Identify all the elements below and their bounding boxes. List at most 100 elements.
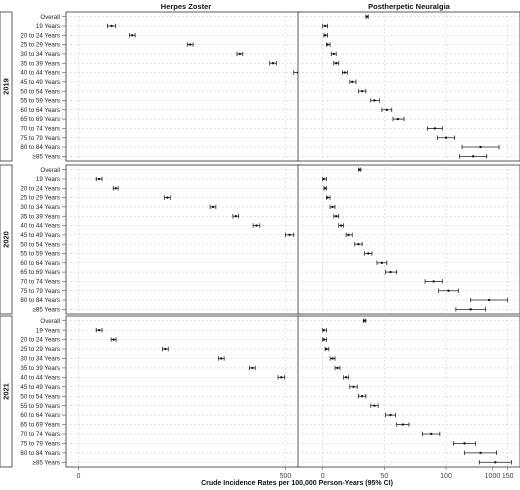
y-tick-label: 25 to 29 Years	[20, 195, 60, 202]
point-estimate	[433, 127, 437, 130]
y-tick-label: 55 to 59 Years	[20, 98, 60, 105]
x-axis-title: Crude Incidence Rates per 100,000 Person…	[201, 480, 393, 487]
point-estimate	[331, 205, 334, 209]
y-tick-label: 20 to 24 Years	[20, 32, 60, 39]
point-estimate	[351, 80, 354, 84]
panel-frame	[297, 315, 520, 468]
point-estimate	[326, 43, 329, 46]
y-tick-label: 80 to 84 Years	[20, 297, 60, 304]
point-estimate	[385, 108, 388, 111]
point-estimate	[322, 328, 326, 332]
point-estimate	[326, 196, 329, 199]
y-tick-label: 20 to 24 Years	[20, 337, 60, 344]
point-estimate	[357, 242, 360, 246]
point-estimate	[251, 366, 254, 370]
panel-frame	[297, 11, 520, 162]
x-tick-label: 0	[321, 473, 325, 480]
point-estimate	[447, 289, 450, 292]
y-tick-label: 65 to 69 Years	[20, 269, 60, 276]
point-estimate	[335, 215, 338, 218]
y-tick-label: 80 to 84 Years	[20, 450, 60, 457]
y-tick-label: 30 to 34 Years	[20, 356, 60, 363]
point-estimate	[373, 404, 376, 407]
y-tick-label: ≥85 Years	[33, 459, 60, 466]
point-estimate	[380, 261, 384, 264]
y-tick-label: 70 to 74 Years	[20, 279, 60, 286]
point-estimate	[347, 233, 350, 237]
y-tick-label: ≥85 Years	[33, 306, 60, 313]
point-estimate	[255, 224, 258, 227]
point-estimate	[360, 89, 364, 93]
x-tick-label: 50	[380, 473, 388, 480]
point-estimate	[323, 34, 327, 37]
panel-frame	[297, 164, 520, 315]
point-estimate	[211, 205, 215, 209]
facet-title-postherpetic-neuralgia: Postherpetic Neuralgia	[368, 2, 451, 11]
row-strip-label: 2020	[2, 231, 11, 248]
row-strip-label: 2019	[2, 78, 11, 95]
point-estimate	[220, 357, 223, 360]
y-tick-label: 70 to 74 Years	[20, 126, 60, 133]
point-estimate	[325, 347, 328, 351]
point-estimate	[238, 52, 242, 56]
point-estimate	[432, 280, 435, 283]
point-estimate	[336, 366, 339, 370]
y-tick-label: 35 to 39 Years	[20, 365, 60, 372]
y-tick-label: 35 to 39 Years	[20, 213, 60, 220]
point-estimate	[339, 224, 343, 227]
point-estimate	[332, 52, 335, 56]
y-tick-label: 55 to 59 Years	[20, 403, 60, 410]
x-tick-label: 150	[502, 473, 514, 480]
y-tick-label: 60 to 64 Years	[20, 412, 60, 419]
y-tick-label: 50 to 54 Years	[20, 241, 60, 248]
y-tick-label: Overall	[40, 318, 60, 325]
point-estimate	[360, 395, 364, 398]
point-estimate	[112, 338, 115, 341]
y-tick-label: 19 Years	[36, 176, 60, 183]
point-estimate	[323, 24, 327, 28]
x-tick-label: 1000	[485, 473, 501, 480]
y-tick-label: 19 Years	[36, 327, 60, 334]
y-tick-label: 50 to 54 Years	[20, 88, 60, 95]
point-estimate	[323, 187, 327, 190]
point-estimate	[97, 328, 101, 332]
point-estimate	[189, 43, 192, 46]
x-tick-label: 100	[440, 473, 452, 480]
facet-title-herpes-zoster: Herpes Zoster	[161, 2, 212, 11]
point-estimate	[322, 338, 326, 341]
panel-frame	[65, 164, 303, 315]
point-estimate	[367, 252, 370, 255]
y-tick-label: 55 to 59 Years	[20, 251, 60, 258]
point-estimate	[352, 385, 355, 388]
row-strip-2020	[0, 164, 13, 315]
y-tick-label: 75 to 79 Years	[20, 441, 60, 448]
point-estimate	[331, 357, 334, 360]
point-estimate	[396, 117, 400, 121]
point-estimate	[166, 196, 169, 199]
y-tick-label: 45 to 49 Years	[20, 79, 60, 86]
y-tick-label: 65 to 69 Years	[20, 116, 60, 123]
panel-frame	[65, 11, 303, 162]
y-tick-label: 30 to 34 Years	[20, 204, 60, 211]
y-tick-label: 20 to 24 Years	[20, 185, 60, 192]
point-estimate	[479, 451, 482, 455]
y-tick-label: 40 to 44 Years	[20, 374, 60, 381]
y-tick-label: Overall	[40, 14, 60, 21]
point-estimate	[487, 298, 491, 302]
y-tick-label: 19 Years	[36, 23, 60, 30]
y-tick-label: 60 to 64 Years	[20, 260, 60, 267]
y-tick-label: 25 to 29 Years	[20, 346, 60, 353]
point-estimate	[479, 145, 482, 149]
y-tick-label: 25 to 29 Years	[20, 42, 60, 49]
point-estimate	[322, 177, 326, 181]
point-estimate	[335, 62, 338, 65]
y-tick-label: 45 to 49 Years	[20, 232, 60, 239]
point-estimate	[389, 413, 392, 417]
y-tick-label: 80 to 84 Years	[20, 144, 60, 151]
x-tick-label: 0	[76, 473, 80, 480]
point-estimate	[469, 308, 472, 311]
point-estimate	[97, 177, 101, 181]
point-estimate	[444, 136, 448, 139]
y-tick-label: ≥85 Years	[33, 153, 60, 160]
